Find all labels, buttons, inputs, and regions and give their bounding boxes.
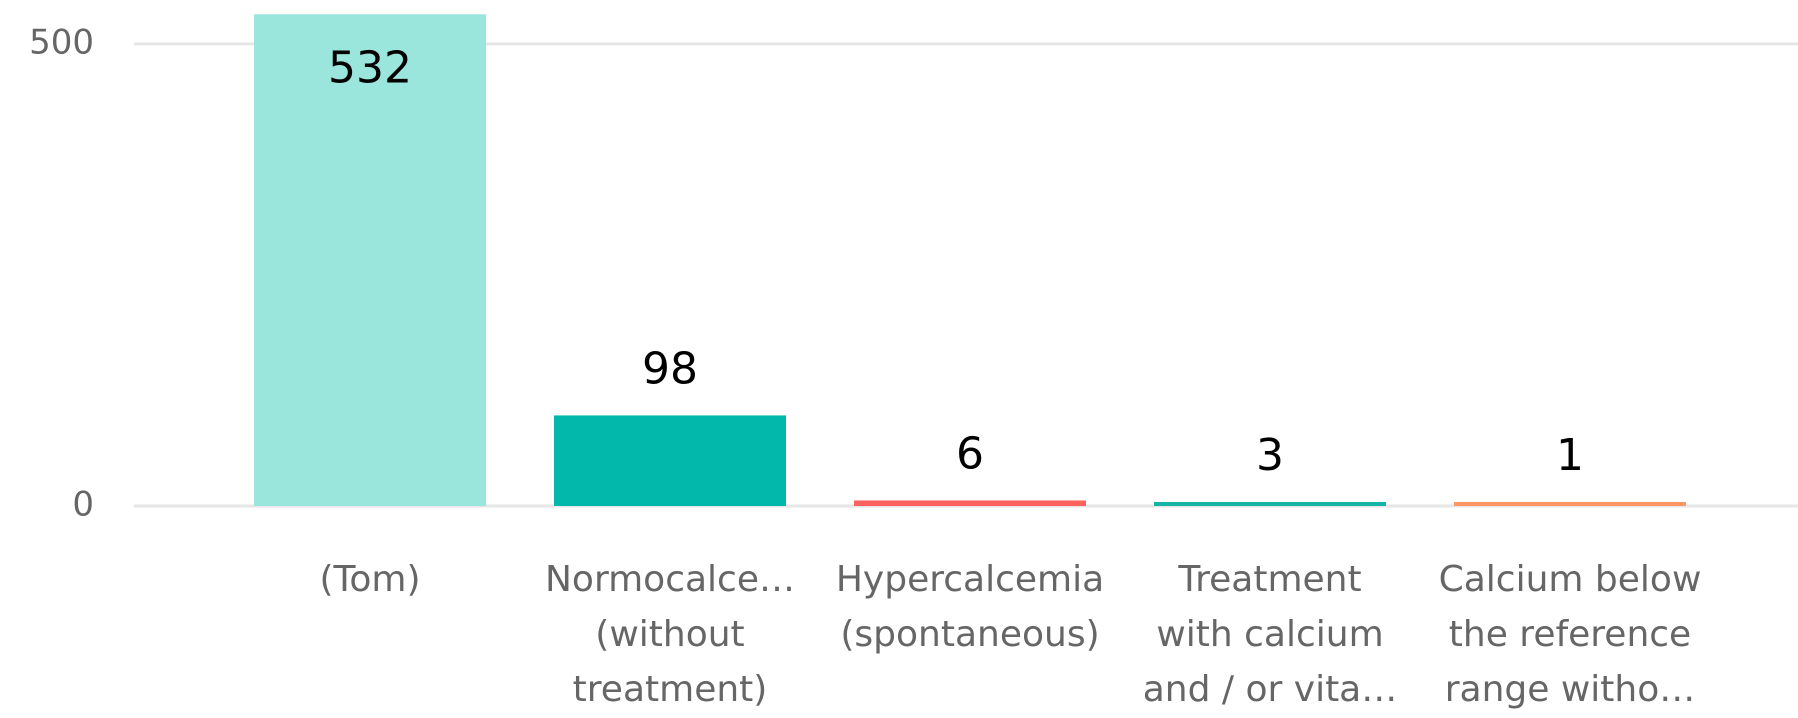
x-tick-label: Hypercalcemia (spontaneous)	[835, 559, 1105, 655]
value-label: 3	[1256, 430, 1284, 481]
x-tick-label: Treatment with calcium and / or vita…	[1142, 559, 1398, 710]
x-tick-label: Calcium below the reference range witho…	[1438, 559, 1702, 710]
y-tick-label: 0	[72, 485, 94, 525]
x-tick-label: (Tom)	[319, 559, 421, 600]
x-tick-label: Normocalce… (without treatment)	[544, 559, 795, 710]
bar	[1154, 502, 1386, 506]
bar	[1454, 502, 1686, 506]
value-label: 98	[642, 343, 698, 394]
bar	[254, 14, 486, 507]
bar	[854, 500, 1086, 506]
value-label: 532	[328, 42, 412, 93]
value-label: 6	[956, 428, 984, 479]
bar	[554, 415, 786, 506]
y-tick-label: 500	[29, 22, 94, 62]
value-label: 1	[1556, 430, 1584, 481]
